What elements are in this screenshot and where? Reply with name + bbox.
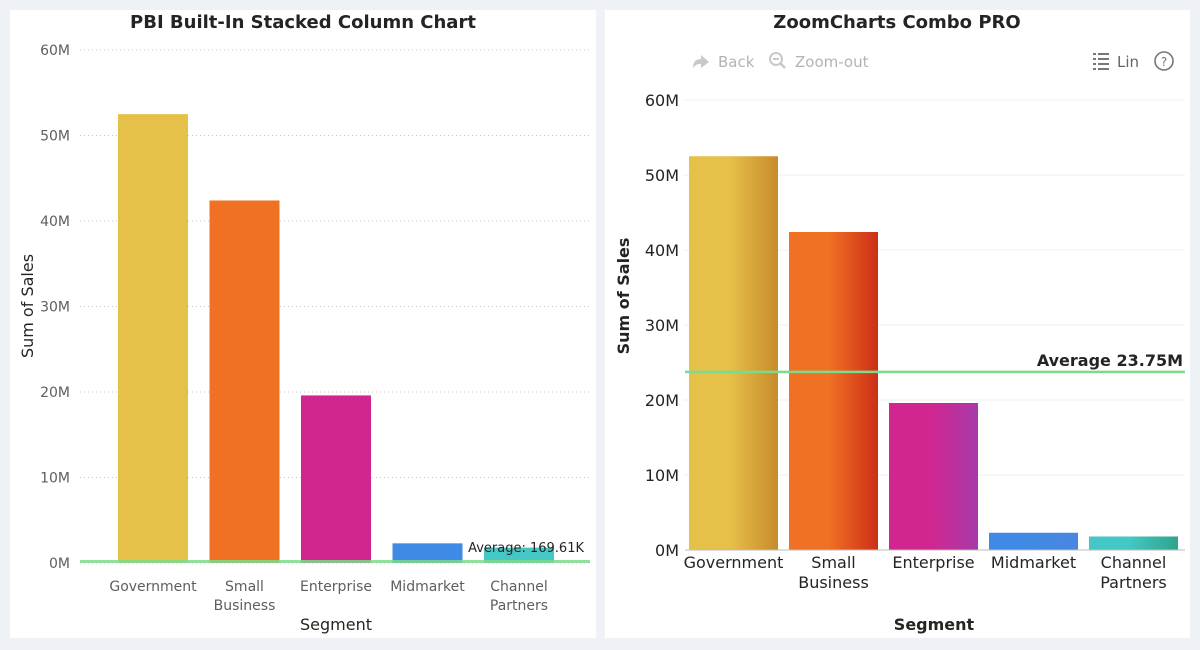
zoom-out-icon xyxy=(769,52,786,69)
right-y-tick-label: 20M xyxy=(645,391,679,410)
right-y-tick-label: 60M xyxy=(645,91,679,110)
back-button[interactable]: Back xyxy=(693,53,755,71)
zoom-out-button[interactable]: Zoom-out xyxy=(769,52,869,71)
left-bar[interactable] xyxy=(484,547,554,563)
left-average-label: Average: 169.61K xyxy=(468,541,584,556)
left-bar[interactable] xyxy=(118,114,188,563)
left-chart-title: PBI Built-In Stacked Column Chart xyxy=(130,12,476,33)
left-category-labels: Government Small Business Enterprise Midmark… xyxy=(109,579,548,614)
left-chart-svg: PBI Built-In Stacked Column Chart 0M 10M 2… xyxy=(18,12,590,634)
right-category-label: Small xyxy=(811,553,855,572)
left-category-label: Midmarket xyxy=(390,579,465,595)
right-category-label: Channel xyxy=(1101,553,1167,572)
left-bar[interactable] xyxy=(301,395,371,563)
right-bar[interactable] xyxy=(889,403,978,550)
right-category-label: Government xyxy=(684,553,784,572)
right-y-tick-label: 0M xyxy=(655,541,679,560)
left-y-ticks: 0M 10M 20M 30M 40M 50M 60M xyxy=(40,43,70,572)
left-y-tick-label: 10M xyxy=(40,471,70,487)
right-category-label: Business xyxy=(798,573,869,592)
right-chart-panel: ZoomCharts Combo PRO Back Zoom-out xyxy=(605,10,1190,638)
left-y-axis-title: Sum of Sales xyxy=(18,254,37,358)
left-y-tick-label: 30M xyxy=(40,300,70,316)
left-y-tick-label: 50M xyxy=(40,129,70,145)
right-bar[interactable] xyxy=(1089,536,1178,551)
left-chart-panel: PBI Built-In Stacked Column Chart 0M 10M 2… xyxy=(10,10,596,638)
right-bar[interactable] xyxy=(989,532,1078,550)
right-bar[interactable] xyxy=(689,156,778,550)
help-icon xyxy=(1154,51,1174,71)
right-category-label: Enterprise xyxy=(892,553,974,572)
right-y-tick-label: 40M xyxy=(645,241,679,260)
scale-label: Lin xyxy=(1117,53,1139,71)
right-x-axis-title: Segment xyxy=(894,615,975,634)
right-chart-svg: ZoomCharts Combo PRO Back Zoom-out xyxy=(614,12,1185,634)
left-category-label: Government xyxy=(109,579,197,595)
list-icon xyxy=(1093,53,1109,70)
right-bar[interactable] xyxy=(789,232,878,550)
zoom-out-label: Zoom-out xyxy=(795,53,869,71)
left-y-tick-label: 20M xyxy=(40,385,70,401)
right-average-label: Average 23.75M xyxy=(1037,351,1183,370)
left-y-tick-label: 0M xyxy=(49,556,70,572)
left-category-label: Channel xyxy=(490,579,547,595)
left-bar[interactable] xyxy=(209,200,280,564)
left-bars xyxy=(118,114,554,564)
back-label: Back xyxy=(718,53,755,71)
left-category-label: Enterprise xyxy=(300,579,372,595)
right-y-tick-label: 50M xyxy=(645,166,679,185)
right-bars xyxy=(689,156,1178,550)
right-y-tick-label: 10M xyxy=(645,466,679,485)
left-category-label: Small xyxy=(225,579,264,595)
help-glyph: ? xyxy=(1161,55,1167,69)
right-category-label: Midmarket xyxy=(991,553,1076,572)
back-arrow-icon xyxy=(693,55,709,68)
right-chart-title: ZoomCharts Combo PRO xyxy=(773,12,1020,33)
left-y-tick-label: 40M xyxy=(40,214,70,230)
left-category-label: Partners xyxy=(490,598,548,614)
right-category-label: Partners xyxy=(1100,573,1166,592)
help-button[interactable]: ? xyxy=(1154,51,1174,71)
left-bar[interactable] xyxy=(392,543,463,563)
left-y-tick-label: 60M xyxy=(40,43,70,59)
right-y-tick-label: 30M xyxy=(645,316,679,335)
scale-toggle-button[interactable]: Lin xyxy=(1093,53,1139,71)
right-y-axis-title: Sum of Sales xyxy=(614,238,633,355)
left-x-axis-title: Segment xyxy=(300,615,372,634)
left-category-label: Business xyxy=(214,598,276,614)
right-y-ticks: 0M 10M 20M 30M 40M 50M 60M xyxy=(645,91,679,560)
